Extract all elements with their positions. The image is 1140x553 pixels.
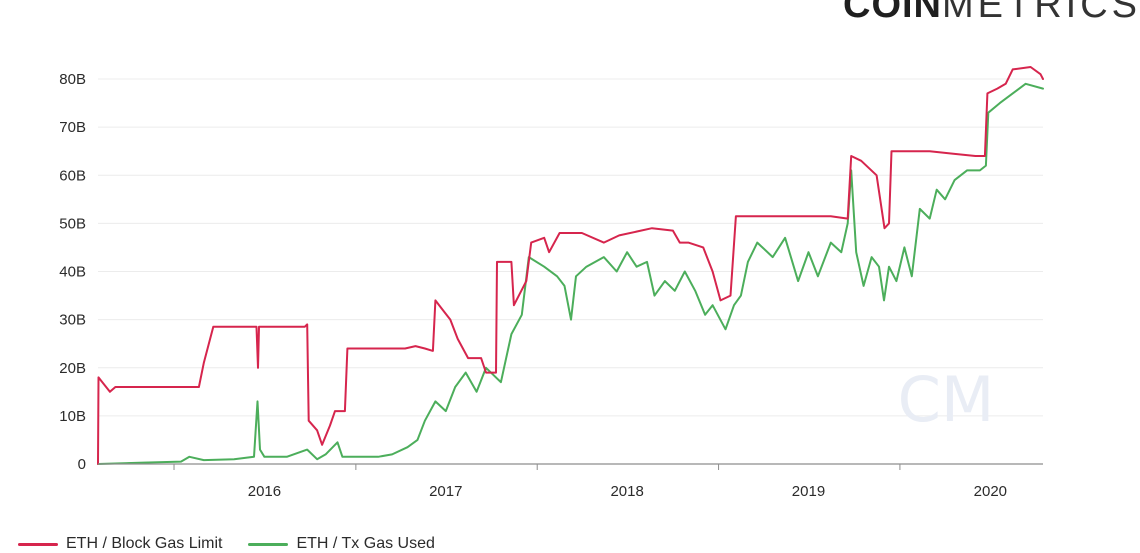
watermark-text: CM (898, 363, 995, 436)
y-tick-label: 30B (59, 312, 86, 329)
y-tick-label: 80B (59, 71, 86, 88)
y-tick-label: 0 (78, 456, 86, 473)
legend-label-tx-gas-used: ETH / Tx Gas Used (296, 535, 435, 552)
logo-bold-text: COIN (843, 0, 942, 26)
watermark: CM (898, 363, 995, 436)
legend-item-tx-gas-used[interactable]: ETH / Tx Gas Used (248, 535, 435, 553)
legend-item-block-gas-limit[interactable]: ETH / Block Gas Limit (18, 535, 222, 553)
x-tick-label: 2017 (429, 483, 462, 500)
series-line-tx-gas-used (97, 82, 1044, 465)
legend-swatch-tx-gas-used (248, 542, 289, 546)
x-tick-label: 2019 (792, 483, 825, 500)
y-tick-label: 10B (59, 408, 86, 425)
legend: ETH / Block Gas Limit ETH / Tx Gas Used (18, 535, 435, 553)
x-tick-label: 2020 (974, 483, 1007, 500)
y-tick-label: 60B (59, 167, 86, 184)
y-axis: 0 10B 20B 30B 40B 50B 60B 70B 80B (59, 71, 86, 473)
y-tick-label: 40B (59, 264, 86, 281)
logo-light-text: METRICS (942, 0, 1140, 26)
x-axis: 2016 2017 2018 2019 2020 (98, 463, 1043, 500)
y-tick-label: 50B (59, 215, 86, 232)
x-tick-label: 2016 (248, 483, 281, 500)
x-tick-label: 2018 (610, 483, 643, 500)
y-tick-label: 20B (59, 360, 86, 377)
legend-swatch-block-gas-limit (18, 542, 58, 546)
series-lines (97, 66, 1044, 465)
y-tick-label: 70B (59, 119, 86, 136)
series-line-block-gas-limit (97, 66, 1044, 465)
legend-label-block-gas-limit: ETH / Block Gas Limit (66, 535, 223, 552)
coinmetrics-logo: COINMETRICS (843, 0, 1140, 24)
